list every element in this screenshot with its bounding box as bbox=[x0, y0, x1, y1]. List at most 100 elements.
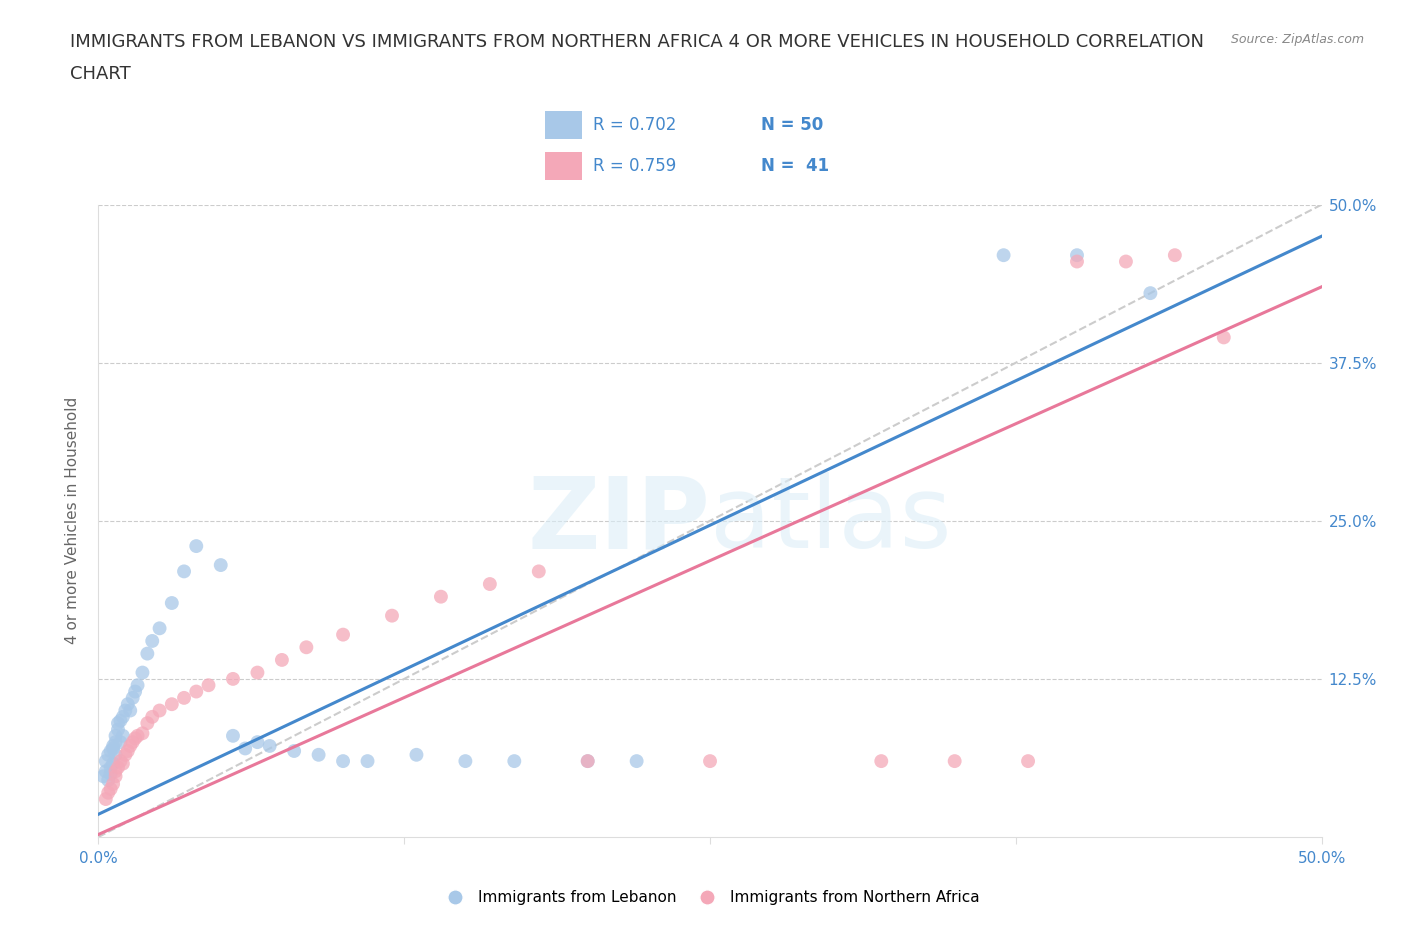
Point bbox=[101, 738, 124, 753]
Text: IMMIGRANTS FROM LEBANON VS IMMIGRANTS FROM NORTHERN AFRICA 4 OR MORE VEHICLES IN: IMMIGRANTS FROM LEBANON VS IMMIGRANTS FR… bbox=[70, 33, 1205, 50]
Point bbox=[100, 744, 122, 759]
Point bbox=[104, 769, 127, 784]
Point bbox=[124, 684, 146, 699]
Point bbox=[222, 728, 245, 743]
Point bbox=[626, 753, 648, 768]
Point bbox=[246, 735, 269, 750]
Text: R = 0.702: R = 0.702 bbox=[593, 116, 676, 134]
Text: atlas: atlas bbox=[710, 472, 952, 569]
Point bbox=[121, 690, 143, 705]
Point bbox=[127, 728, 149, 743]
Point bbox=[270, 653, 294, 668]
Point bbox=[107, 716, 129, 731]
Point bbox=[1212, 330, 1234, 345]
Point bbox=[405, 748, 427, 763]
Point bbox=[1066, 247, 1088, 262]
Point bbox=[101, 756, 124, 771]
Y-axis label: 4 or more Vehicles in Household: 4 or more Vehicles in Household bbox=[65, 397, 80, 644]
Point bbox=[430, 590, 453, 604]
Point bbox=[527, 564, 550, 578]
Point bbox=[308, 748, 330, 763]
Point bbox=[173, 564, 195, 578]
Point bbox=[110, 713, 132, 728]
Point bbox=[117, 697, 139, 711]
FancyBboxPatch shape bbox=[546, 112, 582, 140]
Point bbox=[111, 728, 134, 743]
Point bbox=[233, 741, 256, 756]
Point bbox=[699, 753, 721, 768]
Point bbox=[97, 748, 120, 763]
Point bbox=[107, 722, 129, 737]
Point bbox=[107, 760, 129, 775]
Text: R = 0.759: R = 0.759 bbox=[593, 157, 676, 175]
Point bbox=[100, 766, 122, 781]
Point bbox=[1115, 254, 1137, 269]
Point bbox=[576, 753, 599, 768]
Point bbox=[149, 621, 172, 636]
Point bbox=[114, 748, 136, 763]
Point bbox=[454, 753, 477, 768]
Point bbox=[209, 558, 232, 573]
Point bbox=[117, 744, 139, 759]
Point bbox=[111, 756, 134, 771]
Point bbox=[943, 753, 966, 768]
Point bbox=[124, 731, 146, 746]
Point bbox=[101, 741, 124, 756]
Point bbox=[94, 753, 117, 768]
Point bbox=[104, 764, 127, 778]
Point bbox=[97, 773, 120, 788]
Point bbox=[100, 781, 122, 796]
Point bbox=[110, 753, 132, 768]
Point bbox=[114, 703, 136, 718]
Point bbox=[141, 710, 163, 724]
Point bbox=[1139, 286, 1161, 300]
Point bbox=[97, 785, 120, 800]
Point bbox=[136, 646, 159, 661]
Point bbox=[104, 728, 127, 743]
Point bbox=[576, 753, 599, 768]
Point bbox=[120, 738, 142, 753]
Point bbox=[259, 738, 281, 753]
Point bbox=[381, 608, 404, 623]
Point bbox=[160, 697, 183, 711]
Point bbox=[186, 684, 208, 699]
Point bbox=[197, 678, 219, 693]
FancyBboxPatch shape bbox=[546, 152, 582, 180]
Point bbox=[283, 744, 305, 759]
Point bbox=[356, 753, 378, 768]
Point bbox=[1066, 254, 1088, 269]
Point bbox=[246, 665, 269, 680]
Text: ZIP: ZIP bbox=[527, 472, 710, 569]
Point bbox=[131, 665, 153, 680]
Point bbox=[173, 690, 195, 705]
Point bbox=[136, 716, 159, 731]
Legend: Immigrants from Lebanon, Immigrants from Northern Africa: Immigrants from Lebanon, Immigrants from… bbox=[434, 884, 986, 911]
Point bbox=[332, 627, 354, 642]
Text: CHART: CHART bbox=[70, 65, 131, 83]
Point bbox=[110, 735, 132, 750]
Point bbox=[1017, 753, 1039, 768]
Point bbox=[121, 735, 143, 750]
Point bbox=[295, 640, 318, 655]
Point bbox=[993, 247, 1015, 262]
Point bbox=[131, 725, 153, 740]
Point bbox=[186, 538, 208, 553]
Point bbox=[160, 595, 183, 610]
Point bbox=[127, 678, 149, 693]
Text: N =  41: N = 41 bbox=[761, 157, 830, 175]
Point bbox=[478, 577, 501, 591]
Point bbox=[332, 753, 354, 768]
Text: Source: ZipAtlas.com: Source: ZipAtlas.com bbox=[1230, 33, 1364, 46]
Point bbox=[111, 710, 134, 724]
Point bbox=[870, 753, 893, 768]
Point bbox=[222, 671, 245, 686]
Point bbox=[1164, 247, 1187, 262]
Point bbox=[120, 703, 142, 718]
Point bbox=[141, 633, 163, 648]
Point bbox=[104, 748, 127, 763]
Point bbox=[94, 791, 117, 806]
Point bbox=[91, 769, 114, 784]
Point bbox=[104, 735, 127, 750]
Point bbox=[149, 703, 172, 718]
Text: N = 50: N = 50 bbox=[761, 116, 823, 134]
